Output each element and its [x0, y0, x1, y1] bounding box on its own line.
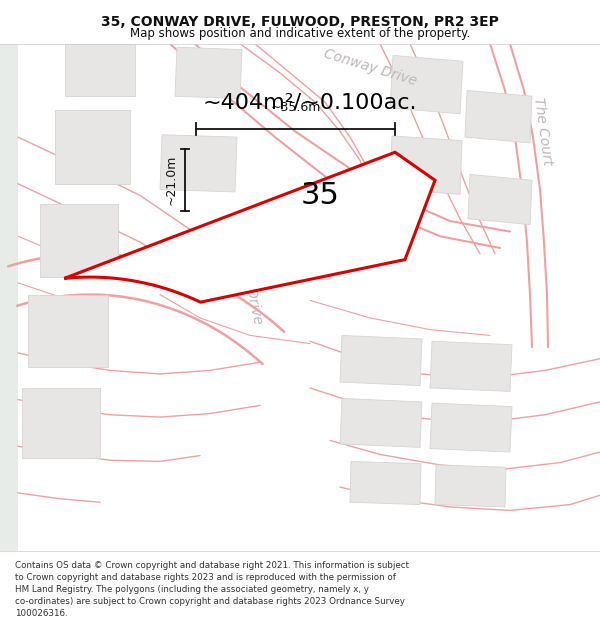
Polygon shape — [468, 174, 532, 224]
Polygon shape — [40, 204, 118, 277]
Text: 35: 35 — [301, 181, 340, 210]
Text: ~21.0m: ~21.0m — [164, 154, 178, 205]
Text: HM Land Registry. The polygons (including the associated geometry, namely x, y: HM Land Registry. The polygons (includin… — [15, 585, 369, 594]
Polygon shape — [55, 110, 130, 184]
Polygon shape — [350, 461, 421, 504]
Polygon shape — [340, 336, 422, 386]
Polygon shape — [340, 398, 422, 448]
Polygon shape — [430, 341, 512, 391]
Text: ~35.6m: ~35.6m — [271, 101, 320, 114]
Text: Conway Drive: Conway Drive — [322, 46, 418, 88]
Bar — [0, 44, 18, 551]
Polygon shape — [65, 44, 135, 96]
Text: 100026316.: 100026316. — [15, 609, 68, 618]
Text: Map shows position and indicative extent of the property.: Map shows position and indicative extent… — [130, 27, 470, 39]
Polygon shape — [390, 56, 463, 114]
Polygon shape — [430, 403, 512, 452]
Text: to Crown copyright and database rights 2023 and is reproduced with the permissio: to Crown copyright and database rights 2… — [15, 572, 396, 582]
Text: co-ordinates) are subject to Crown copyright and database rights 2023 Ordnance S: co-ordinates) are subject to Crown copyr… — [15, 598, 405, 606]
Polygon shape — [435, 465, 506, 507]
Polygon shape — [260, 216, 332, 279]
Text: ~404m²/~0.100ac.: ~404m²/~0.100ac. — [203, 92, 417, 112]
Polygon shape — [390, 136, 462, 194]
Text: The Court: The Court — [532, 96, 554, 166]
Text: 35, CONWAY DRIVE, FULWOOD, PRESTON, PR2 3EP: 35, CONWAY DRIVE, FULWOOD, PRESTON, PR2 … — [101, 15, 499, 29]
Polygon shape — [160, 135, 237, 192]
Text: Contains OS data © Crown copyright and database right 2021. This information is : Contains OS data © Crown copyright and d… — [15, 561, 409, 569]
Polygon shape — [28, 294, 108, 367]
Polygon shape — [22, 388, 100, 458]
Polygon shape — [64, 152, 435, 302]
Polygon shape — [465, 91, 532, 143]
Polygon shape — [175, 48, 242, 99]
Text: Conway Drive: Conway Drive — [231, 228, 265, 326]
